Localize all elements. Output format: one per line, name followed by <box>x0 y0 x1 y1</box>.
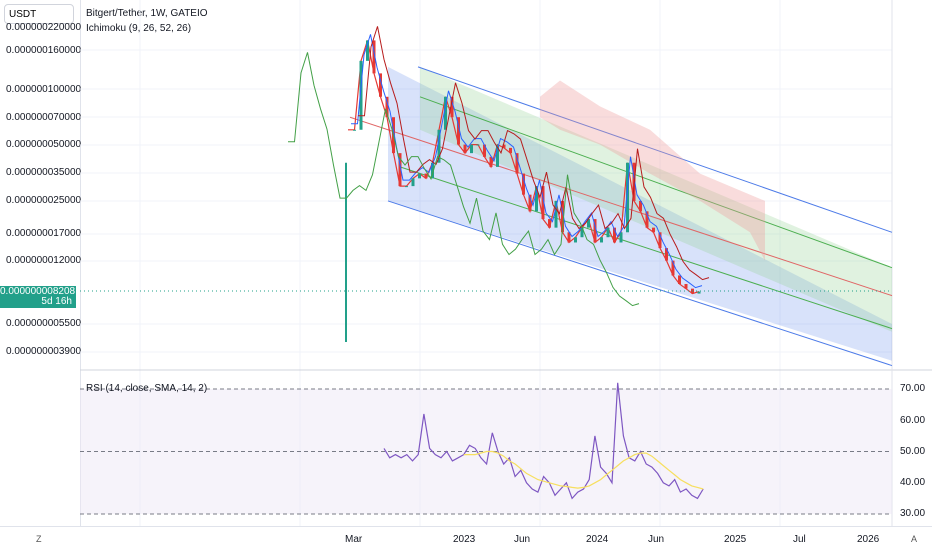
candle <box>372 40 376 74</box>
date-tick: 2025 <box>724 534 747 545</box>
candle <box>684 284 688 289</box>
rsi-tick: 50.00 <box>900 446 926 457</box>
candle <box>574 237 577 243</box>
candle <box>509 147 512 154</box>
price-tick: 0.000000070000 <box>6 112 82 123</box>
channel-upper-line <box>417 66 893 233</box>
candle <box>431 162 434 179</box>
candle <box>541 186 545 220</box>
candle <box>613 227 616 243</box>
candle <box>561 200 564 233</box>
ichimoku-cloud <box>540 80 765 261</box>
candle <box>476 144 480 146</box>
candle <box>424 173 428 179</box>
date-tick: 2024 <box>586 534 609 545</box>
rsi-ma-line <box>463 450 704 490</box>
bar-countdown: 5d 16h <box>41 296 72 307</box>
candle <box>502 144 506 148</box>
candle <box>580 227 584 238</box>
candle <box>398 153 402 187</box>
candle <box>626 162 629 233</box>
date-tick: Jul <box>793 534 806 545</box>
channel-inner-band <box>420 66 892 332</box>
candle <box>665 248 668 261</box>
candle <box>489 156 493 167</box>
candle <box>450 96 454 118</box>
price-tick: 0.000000160000 <box>6 45 82 56</box>
price-tick: 0.000000050000 <box>6 139 82 150</box>
candle <box>587 219 590 228</box>
rsi-tick: 30.00 <box>900 508 926 519</box>
date-tick: Jun <box>648 534 665 545</box>
candle <box>619 232 623 243</box>
candle <box>379 73 382 97</box>
chart-title[interactable]: Bitgert/Tether, 1W, GATEIO <box>86 8 208 19</box>
candle <box>411 178 415 187</box>
price-axis[interactable] <box>0 0 81 526</box>
price-tick: 0.000000100000 <box>6 84 82 95</box>
candle <box>444 96 447 130</box>
candle <box>600 237 603 243</box>
current-price-label: 0.000000008208 5d 16h <box>0 286 76 308</box>
timezone-button[interactable]: Z <box>36 534 42 544</box>
candle <box>639 200 642 212</box>
candle <box>359 60 363 130</box>
channel-mid-lower-line <box>399 166 893 330</box>
candle <box>515 153 519 174</box>
rsi-tick: 70.00 <box>900 383 926 394</box>
candle <box>470 144 473 154</box>
candle <box>658 232 662 249</box>
auto-scale-button[interactable]: A <box>911 534 918 544</box>
candle <box>671 260 675 276</box>
candle <box>678 275 681 285</box>
current-price-value: 0.000000008208 <box>0 286 76 297</box>
candle <box>645 211 649 228</box>
candle <box>548 219 551 228</box>
candle <box>535 186 538 212</box>
date-tick: Mar <box>345 534 363 545</box>
candle <box>554 200 558 228</box>
price-tick: 0.000000017000 <box>6 228 82 239</box>
rsi-tick: 40.00 <box>900 477 926 488</box>
rsi-line <box>383 382 704 500</box>
time-axis[interactable] <box>0 526 932 551</box>
date-tick: 2023 <box>453 534 476 545</box>
ichimoku-legend[interactable]: Ichimoku (9, 26, 52, 26) <box>86 23 192 34</box>
chikou-line <box>288 52 640 307</box>
price-tick: 0.000000035000 <box>6 167 82 178</box>
rsi-legend[interactable]: RSI (14, close, SMA, 14, 2) <box>86 383 208 394</box>
kijun-line <box>358 26 710 281</box>
candle <box>593 219 597 243</box>
candle <box>353 129 356 131</box>
price-tick: 0.000000005500 <box>6 318 82 329</box>
candle <box>483 144 486 157</box>
candle <box>437 129 441 163</box>
candle <box>522 173 525 195</box>
candle <box>463 144 467 154</box>
candle <box>418 173 421 179</box>
candle <box>405 186 408 188</box>
price-tick: 0.000000220000 <box>6 22 82 33</box>
price-tick: 0.000000003900 <box>6 346 82 357</box>
candle <box>606 227 610 238</box>
candle <box>528 194 532 212</box>
candle <box>567 232 571 243</box>
channel-lower-line <box>387 200 893 367</box>
date-tick: 2026 <box>857 534 880 545</box>
tenkan-line <box>351 34 703 289</box>
price-tick: 0.000000025000 <box>6 195 82 206</box>
currency-selector[interactable]: USDT <box>4 4 74 24</box>
candle <box>496 144 499 167</box>
date-tick: Jun <box>514 534 531 545</box>
candle <box>652 227 655 233</box>
candle <box>457 117 460 145</box>
candle <box>697 291 701 294</box>
channel-mid-upper-line <box>419 96 893 269</box>
candle <box>385 96 389 118</box>
rsi-tick: 60.00 <box>900 415 926 426</box>
price-tick: 0.000000012000 <box>6 255 82 266</box>
candle <box>366 40 369 61</box>
